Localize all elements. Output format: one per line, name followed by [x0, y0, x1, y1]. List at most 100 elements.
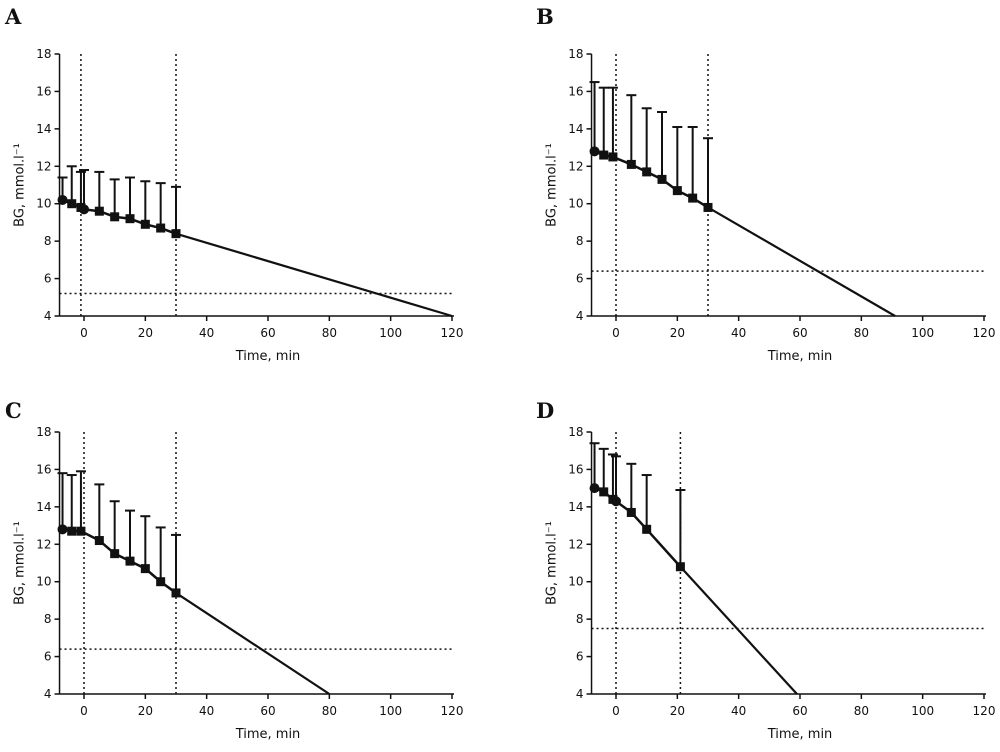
- x-axis-label: Time, min: [767, 349, 833, 364]
- y-tick-label: 12: [36, 159, 51, 173]
- x-tick-label: 100: [379, 326, 402, 340]
- y-axis-label: BG, mmol.l⁻¹: [13, 521, 28, 605]
- y-tick-label: 12: [568, 537, 583, 551]
- bg-time-chart: 4 6 8 10 12 14 16 18 0 20 40 60 80 100 120 Time, min BG,…: [13, 47, 464, 364]
- x-tick-label: 40: [731, 326, 746, 340]
- data-point: [611, 496, 621, 507]
- y-tick-label: 10: [36, 197, 51, 211]
- x-tick-label: 100: [379, 704, 402, 718]
- x-tick-label: 60: [792, 704, 807, 718]
- x-tick-label: 0: [80, 704, 88, 718]
- y-tick-label: 14: [36, 500, 51, 514]
- chart-panel-a: A 4 6 8 10 12 14 16 18 0 20 40 60 80 100 120 Time, min B…: [0, 0, 500, 376]
- y-tick-label: 8: [44, 612, 52, 626]
- data-point: [67, 526, 77, 536]
- data-point: [156, 223, 166, 233]
- y-tick-label: 6: [44, 272, 52, 286]
- y-tick-label: 4: [44, 687, 52, 701]
- data-point: [140, 564, 150, 574]
- extrapolation-line: [707, 206, 896, 317]
- y-tick-label: 12: [36, 537, 51, 551]
- x-tick-label: 80: [322, 704, 337, 718]
- x-tick-label: 120: [973, 326, 996, 340]
- x-tick-label: 40: [199, 704, 214, 718]
- data-point: [94, 206, 104, 216]
- bg-time-chart: 4 6 8 10 12 14 16 18 0 20 40 60 80 100 120 Time, min BG,…: [545, 425, 996, 742]
- data-point: [57, 524, 68, 535]
- chart-panel-d: D 4 6 8 10 12 14 16 18 0 20 40 60 80 100 120 Time, min B…: [532, 376, 1000, 752]
- y-tick-label: 16: [568, 84, 583, 98]
- data-point: [642, 167, 652, 177]
- x-axis-label: Time, min: [235, 349, 301, 364]
- data-point: [156, 577, 166, 587]
- y-tick-label: 6: [576, 650, 584, 664]
- chart-panel-c: C 4 6 8 10 12 14 16 18 0 20 40 60 80 100 120 Time, min B…: [0, 376, 500, 752]
- data-point: [79, 204, 89, 215]
- data-point: [688, 193, 698, 203]
- y-tick-label: 18: [36, 47, 51, 61]
- x-axis-label: Time, min: [235, 727, 301, 742]
- data-point: [599, 487, 609, 497]
- y-tick-label: 6: [44, 650, 52, 664]
- extrapolation-line: [175, 232, 453, 318]
- y-tick-label: 16: [36, 462, 51, 476]
- x-tick-label: 80: [854, 704, 869, 718]
- data-point: [76, 526, 86, 536]
- x-axis-label: Time, min: [767, 727, 833, 742]
- data-point: [626, 159, 636, 169]
- x-tick-label: 120: [441, 704, 464, 718]
- data-point: [703, 202, 713, 212]
- y-tick-label: 4: [44, 309, 52, 323]
- data-point: [599, 150, 609, 160]
- x-tick-label: 100: [911, 704, 934, 718]
- y-tick-label: 10: [36, 575, 51, 589]
- bg-time-chart: 4 6 8 10 12 14 16 18 0 20 40 60 80 100 120 Time, min BG,…: [545, 47, 996, 364]
- x-tick-label: 100: [911, 326, 934, 340]
- data-point: [608, 152, 618, 162]
- x-tick-label: 0: [612, 326, 620, 340]
- data-point: [67, 199, 77, 209]
- y-tick-label: 8: [576, 234, 584, 248]
- y-tick-label: 10: [568, 197, 583, 211]
- bg-time-chart: 4 6 8 10 12 14 16 18 0 20 40 60 80 100 120 Time, min BG,…: [13, 425, 464, 742]
- y-tick-label: 14: [36, 122, 51, 136]
- data-point: [171, 229, 181, 239]
- data-point: [589, 146, 600, 157]
- data-point: [125, 556, 135, 566]
- x-tick-label: 20: [670, 326, 685, 340]
- y-tick-label: 4: [576, 309, 584, 323]
- data-point: [589, 483, 600, 494]
- x-tick-label: 40: [731, 704, 746, 718]
- data-point: [171, 588, 181, 598]
- extrapolation-line: [175, 592, 330, 695]
- data-point: [642, 524, 652, 534]
- x-tick-label: 80: [322, 326, 337, 340]
- x-tick-label: 0: [612, 704, 620, 718]
- x-tick-label: 0: [80, 326, 88, 340]
- y-tick-label: 6: [576, 272, 584, 286]
- panel-letter: C: [5, 398, 22, 423]
- data-point: [672, 186, 682, 196]
- data-line: [62, 198, 177, 235]
- data-point: [657, 174, 667, 184]
- y-tick-label: 16: [36, 84, 51, 98]
- data-line: [594, 486, 682, 568]
- data-point: [675, 562, 685, 572]
- y-tick-label: 18: [568, 425, 583, 439]
- data-point: [110, 549, 120, 559]
- y-tick-label: 12: [568, 159, 583, 173]
- panel-letter: B: [536, 4, 554, 29]
- y-tick-label: 16: [568, 462, 583, 476]
- y-tick-label: 18: [36, 425, 51, 439]
- data-point: [94, 536, 104, 546]
- y-tick-label: 10: [568, 575, 583, 589]
- y-tick-label: 8: [44, 234, 52, 248]
- x-tick-label: 60: [260, 326, 275, 340]
- data-point: [626, 507, 636, 517]
- panel-letter: D: [536, 398, 555, 423]
- x-tick-label: 60: [792, 326, 807, 340]
- x-tick-label: 120: [973, 704, 996, 718]
- y-axis-label: BG, mmol.l⁻¹: [13, 143, 28, 227]
- x-tick-label: 20: [138, 326, 153, 340]
- x-tick-label: 20: [138, 704, 153, 718]
